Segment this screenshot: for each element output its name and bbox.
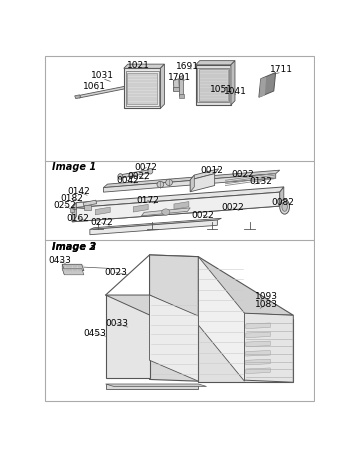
Text: 0072: 0072 (135, 163, 158, 172)
Text: 0033: 0033 (105, 319, 128, 328)
Ellipse shape (282, 202, 287, 211)
Polygon shape (190, 175, 194, 192)
Polygon shape (174, 202, 189, 209)
Polygon shape (72, 187, 284, 208)
Bar (197, 67, 229, 102)
Polygon shape (95, 207, 110, 215)
Bar (173, 87, 179, 91)
Text: 0172: 0172 (136, 196, 159, 205)
Bar (70, 208, 74, 212)
Text: 0182: 0182 (60, 194, 83, 203)
Text: 0022: 0022 (231, 170, 254, 179)
Text: 1691: 1691 (176, 62, 199, 71)
Text: 0433: 0433 (49, 256, 71, 265)
Polygon shape (149, 255, 198, 381)
Text: 1701: 1701 (168, 73, 191, 82)
Polygon shape (79, 79, 159, 98)
Text: 0012: 0012 (200, 166, 223, 175)
Polygon shape (90, 218, 222, 230)
Text: 0453: 0453 (83, 329, 106, 338)
Text: 1021: 1021 (127, 61, 150, 70)
Bar (126, 71, 159, 106)
Ellipse shape (118, 173, 123, 179)
Text: 0022: 0022 (128, 172, 150, 181)
Polygon shape (149, 255, 293, 315)
Text: 0132: 0132 (250, 177, 273, 186)
Text: 1061: 1061 (83, 82, 106, 91)
Polygon shape (190, 173, 215, 192)
Polygon shape (246, 341, 270, 347)
Text: 1031: 1031 (91, 72, 113, 81)
Polygon shape (246, 332, 270, 337)
Text: Image 2: Image 2 (52, 241, 96, 252)
Polygon shape (72, 202, 76, 222)
Polygon shape (72, 192, 280, 222)
Polygon shape (196, 65, 231, 105)
Polygon shape (104, 170, 280, 188)
Polygon shape (231, 61, 235, 105)
Polygon shape (246, 368, 270, 374)
Text: 1083: 1083 (255, 300, 278, 309)
Polygon shape (90, 220, 217, 235)
Polygon shape (124, 68, 160, 108)
Ellipse shape (157, 181, 164, 188)
Polygon shape (141, 208, 190, 216)
Ellipse shape (148, 169, 153, 174)
Polygon shape (83, 200, 97, 206)
Polygon shape (280, 187, 284, 206)
Text: 0023: 0023 (104, 268, 127, 277)
Text: 0022: 0022 (222, 203, 244, 212)
Polygon shape (106, 295, 149, 378)
Polygon shape (246, 351, 270, 356)
Text: 1041: 1041 (224, 87, 247, 96)
Bar (127, 73, 157, 104)
Polygon shape (244, 313, 293, 382)
Polygon shape (104, 173, 276, 192)
Polygon shape (198, 319, 293, 382)
Polygon shape (120, 169, 151, 178)
Polygon shape (179, 75, 183, 96)
Text: 0082: 0082 (272, 198, 294, 207)
Polygon shape (173, 79, 179, 91)
Polygon shape (190, 169, 219, 180)
Text: Image 1: Image 1 (52, 163, 96, 173)
Polygon shape (133, 204, 148, 212)
Text: 1711: 1711 (271, 65, 293, 74)
Bar (199, 69, 228, 101)
Polygon shape (62, 265, 84, 270)
Text: 0272: 0272 (90, 218, 113, 227)
Polygon shape (259, 72, 276, 97)
Text: 0042: 0042 (116, 176, 139, 185)
Polygon shape (106, 384, 198, 389)
Ellipse shape (166, 179, 173, 186)
Text: 0142: 0142 (67, 187, 90, 196)
Polygon shape (246, 323, 270, 328)
Text: 1051: 1051 (210, 86, 233, 94)
Polygon shape (149, 295, 198, 381)
Polygon shape (246, 359, 270, 365)
Polygon shape (198, 257, 244, 381)
Bar (179, 94, 184, 98)
Polygon shape (62, 269, 84, 275)
Polygon shape (62, 265, 64, 275)
Polygon shape (72, 201, 284, 222)
Polygon shape (196, 61, 235, 65)
Text: Image 3: Image 3 (52, 242, 96, 252)
Polygon shape (160, 64, 164, 108)
Polygon shape (106, 295, 196, 316)
Ellipse shape (162, 209, 170, 215)
Text: 1093: 1093 (255, 292, 278, 301)
Ellipse shape (280, 199, 289, 214)
Polygon shape (106, 384, 206, 386)
Polygon shape (75, 95, 80, 99)
Text: 0022: 0022 (192, 211, 215, 220)
Text: 0162: 0162 (66, 214, 89, 223)
Text: 0252: 0252 (54, 201, 76, 210)
Bar (84, 205, 91, 210)
Polygon shape (124, 64, 164, 68)
Polygon shape (259, 77, 266, 97)
